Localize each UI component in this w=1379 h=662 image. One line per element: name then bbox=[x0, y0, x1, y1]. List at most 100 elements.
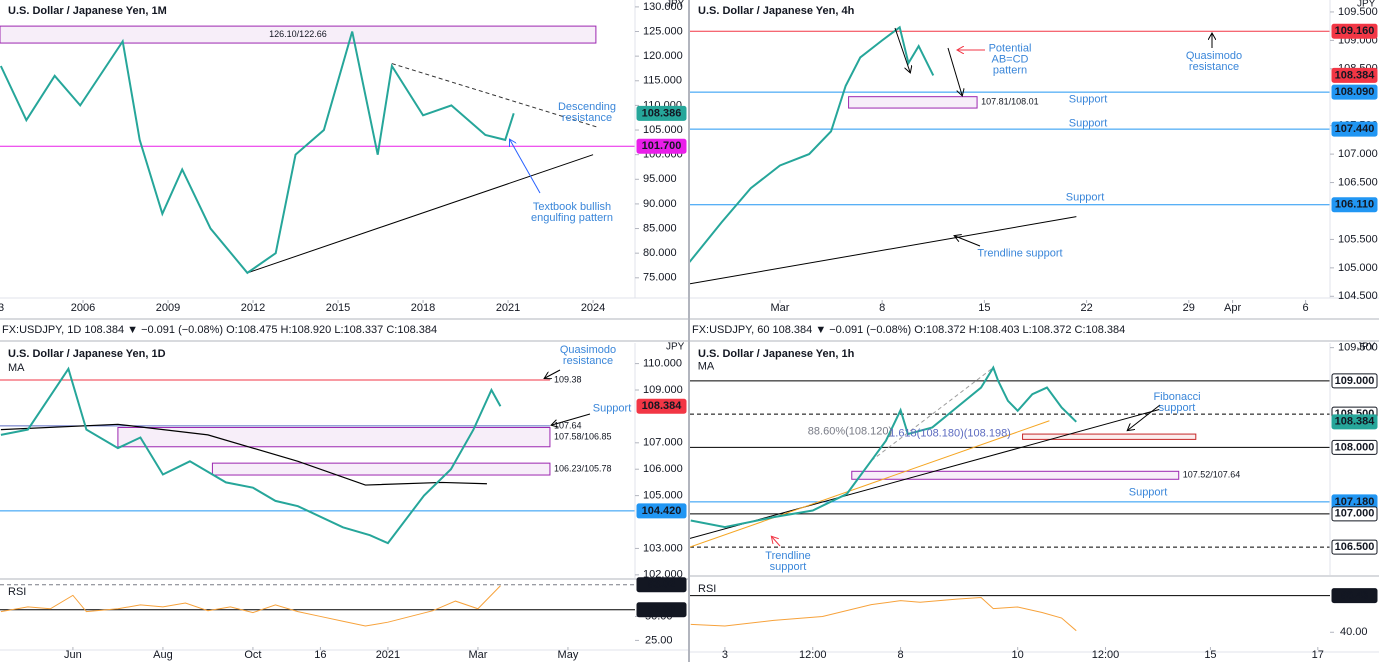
price-tag bbox=[1331, 539, 1378, 555]
annotation: Descending resistance bbox=[557, 101, 617, 124]
price-tag-label: 83.02 bbox=[648, 579, 676, 591]
arrow bbox=[545, 369, 561, 378]
panel-title: U.S. Dollar / Japanese Yen, 1M bbox=[8, 5, 167, 17]
rsi-tick-label: 25.00 bbox=[645, 634, 673, 646]
plot bbox=[0, 366, 635, 545]
x-tick-label: 2015 bbox=[326, 302, 350, 314]
x-tick-label: 2006 bbox=[71, 302, 95, 314]
price-tag bbox=[636, 138, 687, 154]
trend-line bbox=[391, 63, 599, 129]
info-line: FX:USDJPY, 60 108.384 ▼ −0.091 (−0.08%) … bbox=[692, 324, 1125, 336]
level-label: 107.64 bbox=[554, 420, 582, 430]
zone-label: 106.23/105.78 bbox=[554, 463, 612, 473]
annotation: Quasimodo resistance bbox=[559, 344, 617, 367]
plot bbox=[690, 25, 1330, 285]
x-tick-label: 22 bbox=[1080, 302, 1092, 314]
plot bbox=[0, 25, 635, 275]
annotation: 1.618(108.180)(108.198) bbox=[889, 427, 1011, 440]
price-tag-label: 108.386 bbox=[642, 107, 682, 119]
x-tick-label: Oct bbox=[244, 649, 261, 661]
price-tag bbox=[636, 105, 687, 121]
rsi-line bbox=[0, 585, 501, 627]
x-tick-label: 8 bbox=[879, 302, 885, 314]
zone bbox=[848, 96, 978, 109]
trend-line bbox=[690, 408, 1160, 539]
trend-line bbox=[690, 216, 1077, 285]
price-tag bbox=[1331, 439, 1378, 455]
zone bbox=[0, 25, 597, 44]
y-tick-label: 105.000 bbox=[643, 124, 683, 136]
y-tick-label: 109.500 bbox=[1338, 6, 1378, 18]
arrow bbox=[894, 27, 910, 72]
y-tick-label: 103.000 bbox=[643, 542, 683, 554]
plot bbox=[690, 365, 1330, 548]
price-tag-label: 107.000 bbox=[1335, 508, 1375, 520]
price-tag-label: 108.384 bbox=[1335, 416, 1376, 428]
x-tick-label: 2021 bbox=[496, 302, 520, 314]
x-tick-label: 2021 bbox=[376, 649, 400, 661]
price-tag bbox=[636, 503, 687, 519]
level-label: 109.38 bbox=[554, 374, 582, 384]
arrow bbox=[947, 47, 962, 95]
price-tag bbox=[1331, 23, 1378, 39]
price-tag-label: 108.384 bbox=[1335, 69, 1376, 81]
x-tick-label: 10 bbox=[1012, 649, 1024, 661]
y-tick-label: 106.500 bbox=[1338, 176, 1378, 188]
trend-line bbox=[870, 367, 994, 462]
info-line: FX:USDJPY, 1D 108.384 ▼ −0.091 (−0.08%) … bbox=[2, 324, 437, 336]
price-tag-label: 107.180 bbox=[1335, 496, 1375, 508]
price-tag bbox=[1331, 121, 1378, 137]
annotation: Support bbox=[1065, 191, 1105, 204]
zone bbox=[851, 470, 1180, 480]
panel-title: U.S. Dollar / Japanese Yen, 4h bbox=[698, 5, 855, 17]
y-tick-label: 120.000 bbox=[643, 50, 683, 62]
price-tag-label: 108.384 bbox=[642, 400, 683, 412]
x-tick-label: Apr bbox=[1224, 302, 1241, 314]
y-tick-label: 106.000 bbox=[643, 463, 683, 475]
y-tick-label: 109.000 bbox=[643, 384, 683, 396]
zone-label: 107.58/106.85 bbox=[554, 432, 612, 442]
annotation: Support bbox=[1128, 486, 1168, 499]
y-tick-label: 110.000 bbox=[643, 358, 682, 370]
price-tag-label: 109.000 bbox=[1335, 375, 1375, 387]
price-line bbox=[690, 25, 935, 263]
annotation: MA bbox=[697, 360, 715, 373]
annotation: Textbook bullish engulfing pattern bbox=[531, 201, 613, 224]
x-tick-label: 15 bbox=[1204, 649, 1216, 661]
price-line bbox=[0, 31, 515, 275]
x-tick-label: 15 bbox=[978, 302, 990, 314]
y-tick-label: 85.000 bbox=[643, 222, 677, 234]
y-tick-label: 95.000 bbox=[643, 173, 677, 185]
price-line bbox=[0, 366, 502, 545]
price-tag-label: 106.110 bbox=[1335, 199, 1374, 211]
y-tick-label: 107.000 bbox=[643, 437, 683, 449]
arrow bbox=[955, 236, 981, 247]
x-tick-label: 03 bbox=[0, 302, 4, 314]
price-tag-label: 109.160 bbox=[1335, 25, 1375, 37]
x-tick-label: 2024 bbox=[581, 302, 605, 314]
arrow bbox=[552, 413, 591, 425]
x-tick-label: Jun bbox=[64, 649, 82, 661]
x-tick-label: 2009 bbox=[156, 302, 180, 314]
rsi-label: RSI bbox=[8, 586, 26, 598]
y-tick-label: 80.000 bbox=[643, 247, 677, 259]
x-tick-label: Mar bbox=[468, 649, 487, 661]
price-tag bbox=[1331, 84, 1378, 100]
y-tick-label: 105.000 bbox=[1338, 262, 1378, 274]
arrow bbox=[510, 140, 541, 194]
moving-average bbox=[0, 423, 487, 486]
price-tag bbox=[1331, 197, 1378, 213]
annotation: Fibonacci support bbox=[1153, 391, 1201, 414]
panel-title: U.S. Dollar / Japanese Yen, 1h bbox=[698, 348, 855, 360]
price-tag-label: 57.00 bbox=[648, 604, 676, 616]
annotation: Support bbox=[1068, 93, 1108, 106]
zone bbox=[211, 462, 551, 476]
y-tick-label: 105.500 bbox=[1338, 233, 1378, 245]
axis-unit: JPY bbox=[1357, 0, 1376, 10]
price-tag bbox=[1331, 414, 1378, 430]
price-tag bbox=[636, 577, 687, 593]
axis-unit: JPY bbox=[666, 0, 685, 10]
y-tick-label: 104.500 bbox=[1338, 290, 1378, 302]
x-tick-label: 12:00 bbox=[799, 649, 827, 661]
